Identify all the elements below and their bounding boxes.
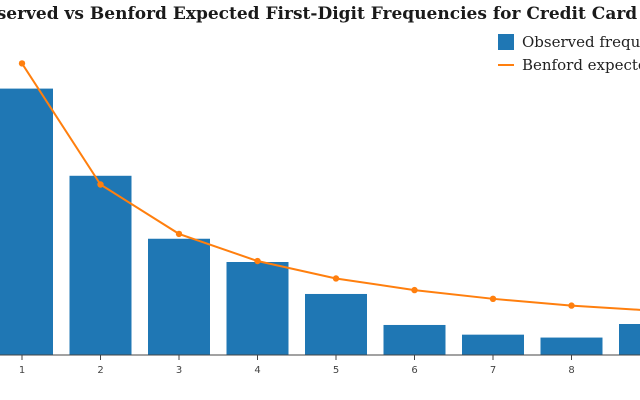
point-benford-2: [97, 181, 104, 188]
bar-observed-2: [69, 175, 132, 355]
legend-item-benford: Benford expected: [498, 53, 640, 76]
x-tick-label-8: 8: [568, 365, 574, 376]
bar-observed-6: [383, 324, 446, 355]
legend-label-observed: Observed frequency: [522, 32, 640, 51]
legend-item-observed: Observed frequency: [498, 30, 640, 53]
x-tick-label-2: 2: [97, 365, 103, 376]
x-tick-label-4: 4: [254, 365, 260, 376]
point-benford-6: [411, 286, 418, 294]
point-benford-3: [175, 230, 183, 238]
point-benford-5: [332, 275, 340, 282]
bar-observed-4: [226, 262, 289, 355]
bar-observed-8: [540, 337, 603, 355]
chart-legend: Observed frequency Benford expected: [498, 30, 640, 76]
x-tick-label-6: 6: [411, 365, 417, 376]
legend-label-benford: Benford expected: [522, 55, 640, 74]
legend-swatch-observed: [498, 33, 514, 50]
x-tick-label-5: 5: [333, 365, 339, 376]
chart-title: Observed vs Benford Expected First-Digit…: [0, 4, 640, 24]
x-tick-label-3: 3: [176, 365, 182, 376]
point-benford-8: [568, 302, 575, 309]
bar-observed-9: [619, 324, 640, 355]
point-benford-7: [489, 295, 497, 303]
point-benford-1: [18, 60, 26, 67]
bar-observed-3: [148, 238, 210, 355]
legend-swatch-benford: [498, 63, 514, 66]
x-tick-label-1: 1: [19, 365, 25, 376]
bar-observed-1: [0, 88, 53, 355]
point-benford-4: [254, 257, 261, 265]
x-tick-label-7: 7: [490, 365, 496, 376]
bar-observed-5: [305, 293, 367, 355]
bar-observed-7: [462, 334, 524, 355]
